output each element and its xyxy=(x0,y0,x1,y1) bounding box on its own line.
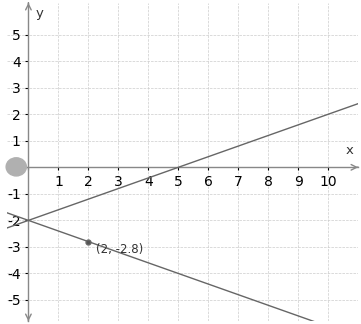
Text: y: y xyxy=(36,7,44,20)
Text: (2, -2.8): (2, -2.8) xyxy=(96,243,143,256)
Text: x: x xyxy=(345,144,353,157)
